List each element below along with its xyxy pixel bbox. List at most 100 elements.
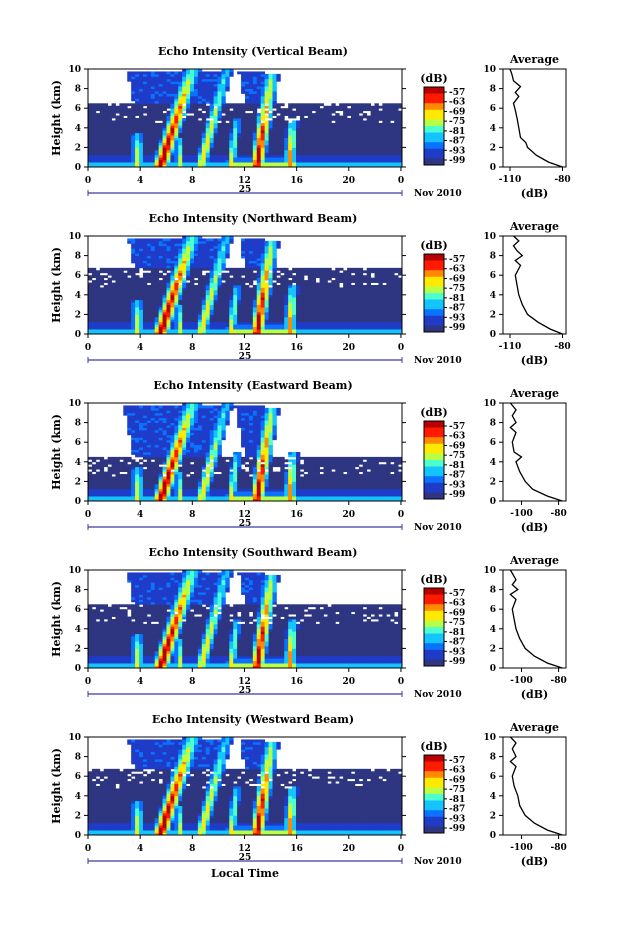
heatmap-cell [248,159,254,163]
heatmap-cell [142,275,148,279]
heatmap-cell [237,120,242,124]
heatmap-cell [390,159,395,163]
heatmap-cell [350,311,356,315]
heatmap-cell [343,282,348,286]
heatmap-cell [260,277,266,281]
heatmap-cell [390,299,395,303]
heatmap-cell [127,277,132,281]
heatmap-cell [362,132,368,136]
heatmap-cell [398,164,403,168]
heatmap-cell [303,316,309,320]
heatmap-cell [99,277,105,281]
heatmap-cell [272,100,277,104]
heatmap-cell [378,122,383,126]
heatmap-cell [241,282,246,286]
heatmap-cell [197,71,203,75]
heatmap-cell [186,258,191,261]
heatmap-cell [370,152,375,156]
heatmap-cell [276,240,281,244]
heatmap-cell [366,115,372,119]
heatmap-cell [252,255,258,259]
heatmap-cell [166,314,171,318]
heatmap-cell [311,321,317,325]
heatmap-cell [158,309,163,313]
heatmap-cell [91,275,97,279]
heatmap-cell [170,250,175,254]
heatmap-cell [343,287,348,291]
heatmap-cell [99,140,105,143]
heatmap-cell [354,152,360,156]
heatmap-cell [221,98,226,102]
heatmap-cell [331,270,336,274]
heatmap-cell [248,275,254,279]
heatmap-cell [229,159,234,163]
heatmap-cell [272,294,277,298]
heatmap-cell [288,326,293,330]
heatmap-cell [217,321,222,325]
heatmap-cell [178,135,183,138]
heatmap-cell [131,297,136,301]
heatmap-cell [315,275,320,279]
heatmap-cell [370,331,375,335]
heatmap-cell [233,159,238,163]
heatmap-cell [166,135,171,138]
heatmap-cell [288,275,293,279]
heatmap-cell [252,125,258,129]
heatmap-cell [343,297,348,301]
heatmap-cell [354,120,360,124]
heatmap-cell [366,316,372,320]
heatmap-cell [272,164,277,168]
heatmap-cell [115,311,120,315]
heatmap-cell [193,289,199,293]
heatmap-cell [115,120,120,124]
heatmap-cell [252,253,258,256]
heatmap-cell [162,319,167,323]
heatmap-cell [307,149,313,153]
heatmap-cell [362,299,368,303]
heatmap-cell [303,157,309,161]
heatmap-cell [150,100,156,104]
heatmap-cell [158,86,163,89]
heatmap-cell [315,297,320,301]
heatmap-cell [170,319,175,323]
heatmap-cell [225,289,230,293]
heatmap-cell [315,144,320,148]
heatmap-cell [390,103,395,107]
heatmap-cell [150,76,156,80]
heatmap-cell [268,142,273,146]
heatmap-cell [111,164,116,168]
heatmap-cell [162,120,167,124]
heatmap-cell [225,314,230,318]
heatmap-cell [182,135,187,138]
heatmap-cell [146,73,152,77]
heatmap-cell [162,142,167,146]
heatmap-cell [213,321,218,325]
heatmap-cell [343,137,348,141]
heatmap-cell [205,285,211,288]
heatmap-cell [119,316,124,320]
heatmap-cell [374,159,379,163]
heatmap-cell [190,314,195,318]
heatmap-cell [245,307,250,310]
heatmap-cell [146,110,152,114]
heatmap-cell [217,285,222,288]
heatmap-cell [150,277,156,281]
heatmap-cell [307,297,313,301]
heatmap-cell [166,289,171,293]
heatmap-cell [166,152,171,156]
heatmap-cell [252,277,258,281]
heatmap-cell [131,137,136,141]
heatmap-cell [170,309,175,313]
heatmap-cell [311,140,317,143]
heatmap-cell [162,103,167,107]
heatmap-cell [88,275,93,279]
heatmap-cell [311,314,317,318]
heatmap-cell [374,154,379,158]
heatmap-cell [335,140,340,143]
heatmap-cell [170,157,175,161]
heatmap-cell [299,110,305,114]
x-tick-label: 4 [137,176,143,186]
heatmap-cell [260,159,266,163]
heatmap-cell [115,316,120,320]
date-label: 25 [239,185,252,195]
